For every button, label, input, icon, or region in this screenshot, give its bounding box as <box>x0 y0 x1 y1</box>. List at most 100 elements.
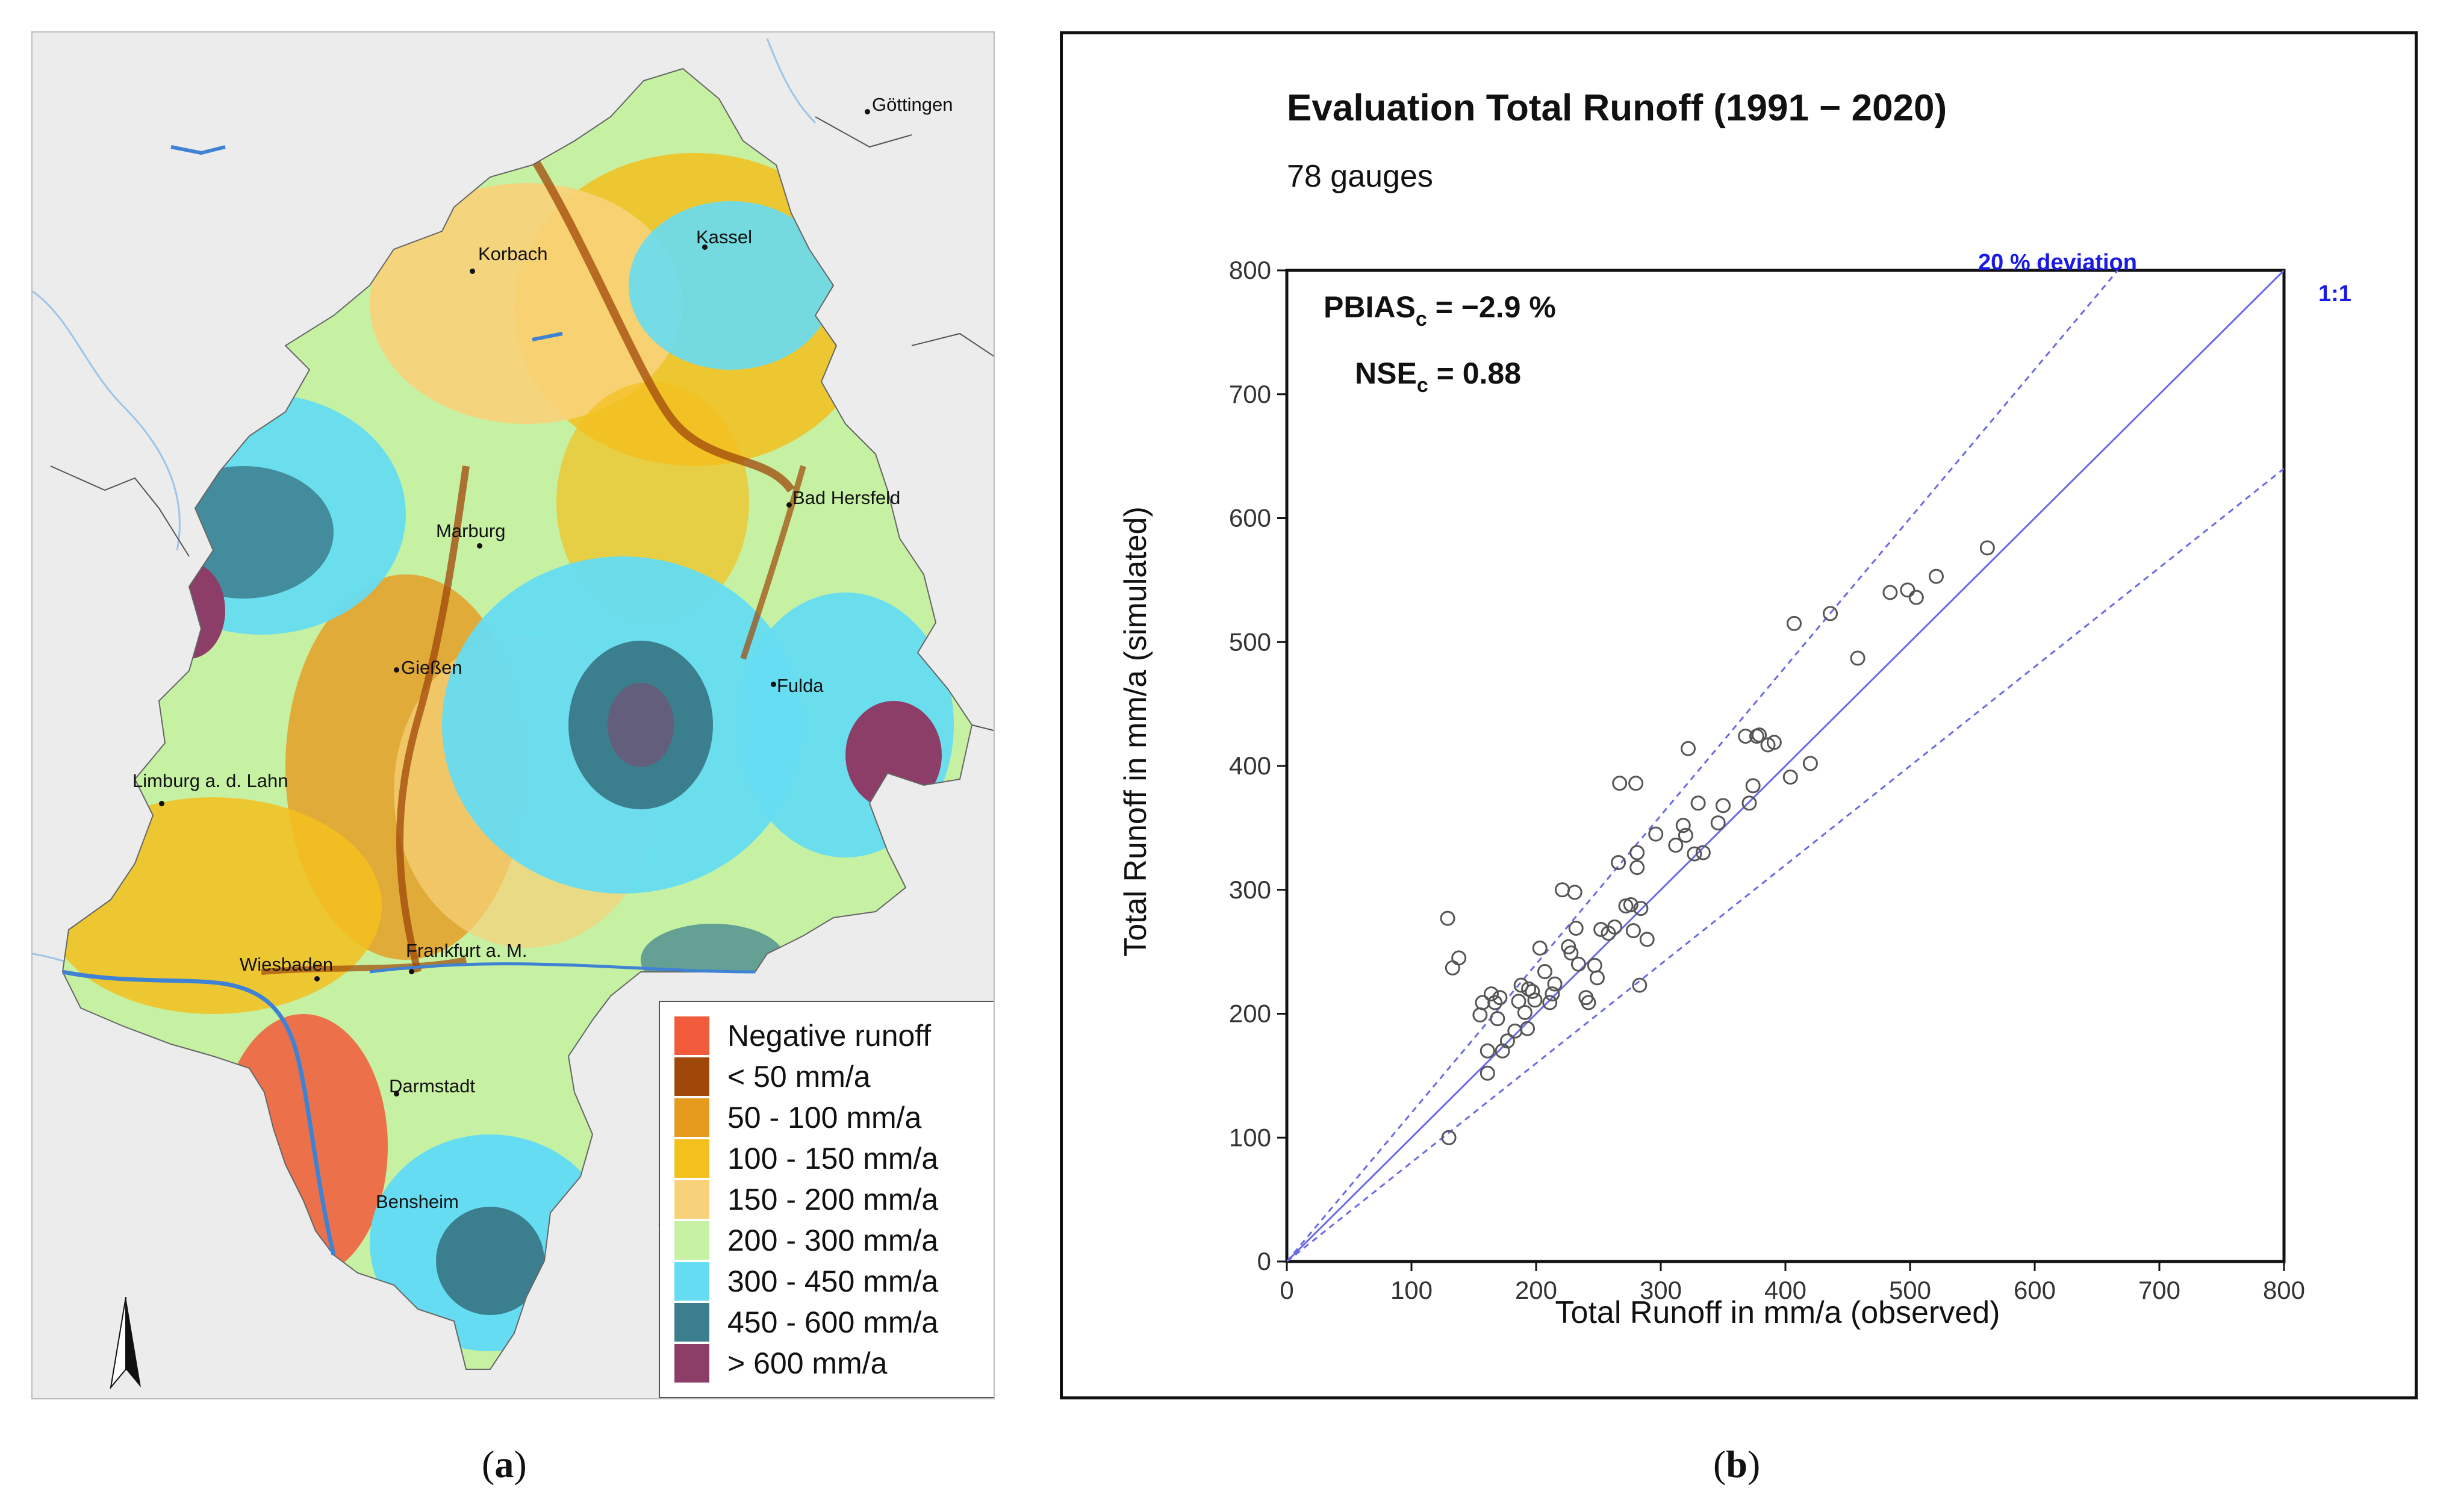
nse-label: NSE <box>1355 356 1417 390</box>
legend-item: 300 - 450 mm/a <box>674 1262 938 1301</box>
legend-label: 450 - 600 mm/a <box>727 1305 939 1339</box>
data-point <box>1568 921 1584 936</box>
x-tick-label: 100 <box>1390 1276 1433 1304</box>
data-point <box>1928 568 1944 584</box>
legend-label: 200 - 300 mm/a <box>727 1224 939 1257</box>
caption-b-letter: b <box>1726 1443 1747 1486</box>
data-point <box>1587 957 1602 973</box>
scatter-chart-panel: Evaluation Total Runoff (1991 − 2020) 78… <box>1060 31 2418 1399</box>
data-point <box>1451 950 1467 966</box>
data-point <box>1900 582 1915 598</box>
data-point <box>1648 826 1664 842</box>
north-arrow-icon <box>110 1297 141 1390</box>
data-point <box>1752 727 1767 743</box>
data-point <box>1823 606 1838 621</box>
data-point <box>1612 776 1628 791</box>
runoff-map: Göttingen Korbach Kassel Marburg Bad Her… <box>31 31 995 1399</box>
data-point <box>1441 1130 1457 1145</box>
x-tick-label: 600 <box>2014 1276 2056 1304</box>
data-point <box>1542 995 1558 1010</box>
y-tick-label: 800 <box>1229 256 1271 284</box>
caption-a-letter: a <box>494 1443 514 1486</box>
data-point <box>1695 845 1711 860</box>
data-point <box>1632 977 1648 993</box>
data-point <box>1908 590 1924 605</box>
y-tick-label: 700 <box>1229 380 1271 408</box>
data-point <box>1445 960 1460 975</box>
y-tick-label: 600 <box>1229 504 1271 532</box>
city-dot <box>786 502 792 508</box>
caption-a: (a) <box>482 1443 527 1486</box>
map-legend: Negative runoff < 50 mm/a 50 - 100 mm/a … <box>659 1001 994 1398</box>
city-dot <box>409 969 414 974</box>
data-point <box>1668 838 1684 853</box>
data-point <box>1480 1065 1495 1081</box>
chart-title: Evaluation Total Runoff (1991 − 2020) <box>1287 87 1947 129</box>
data-point <box>1716 798 1731 814</box>
deviation-line <box>1287 270 2119 1262</box>
data-point <box>1678 827 1693 843</box>
data-point <box>1629 845 1645 860</box>
city-dot <box>702 244 708 250</box>
y-tick-label: 400 <box>1229 751 1271 780</box>
city-label-giessen: Gießen <box>401 657 462 678</box>
legend-item: 150 - 200 mm/a <box>674 1180 938 1219</box>
city-label-darmstadt: Darmstadt <box>389 1075 475 1097</box>
city-label-frankfurt: Frankfurt a. M. <box>406 940 527 961</box>
data-point <box>1611 854 1626 870</box>
city-label-bensheim: Bensheim <box>376 1191 459 1212</box>
y-tick-label: 200 <box>1229 1000 1271 1028</box>
nse-annotation: NSEc = 0.88 <box>1355 356 1521 397</box>
data-point <box>1628 776 1644 791</box>
data-point <box>1545 986 1560 1002</box>
identity-label: 1:1 <box>2318 281 2351 306</box>
legend-swatch <box>674 1262 709 1301</box>
data-point <box>1607 919 1622 935</box>
city-dot <box>159 801 164 806</box>
data-point <box>1520 1021 1536 1036</box>
deviation-label: 20 % deviation <box>1978 250 2137 275</box>
data-point <box>1741 795 1757 811</box>
x-tick-label: 300 <box>1640 1276 1682 1304</box>
city-label-goettingen: Göttingen <box>872 94 953 115</box>
data-point <box>1850 650 1866 666</box>
y-tick-label: 300 <box>1229 876 1271 904</box>
data-point <box>1527 992 1543 1008</box>
data-point <box>1979 540 1995 556</box>
legend-swatch <box>674 1098 709 1137</box>
data-point <box>1472 1007 1488 1023</box>
data-point <box>1567 885 1582 900</box>
data-point <box>1681 741 1696 756</box>
legend-label: 150 - 200 mm/a <box>727 1183 939 1216</box>
data-point <box>1745 778 1761 794</box>
legend-swatch <box>674 1303 709 1342</box>
data-point <box>1490 1011 1505 1027</box>
data-point <box>1623 897 1638 912</box>
legend-item: > 600 mm/a <box>674 1344 887 1383</box>
data-point <box>1532 940 1548 956</box>
identity-line <box>1287 270 2284 1262</box>
city-label-bad-hersfeld: Bad Hersfeld <box>792 487 901 508</box>
chart-subtitle: 78 gauges <box>1287 159 1433 194</box>
data-point <box>1511 994 1526 1009</box>
pbias-subscript: c <box>1416 308 1427 331</box>
data-point <box>1639 932 1655 947</box>
nse-subscript: c <box>1417 374 1428 397</box>
data-point <box>1547 976 1563 992</box>
reference-lines <box>1287 270 2284 1262</box>
city-label-wiesbaden: Wiesbaden <box>240 954 334 975</box>
city-label-fulda: Fulda <box>777 675 824 696</box>
city-dot <box>771 682 776 687</box>
legend-label: 300 - 450 mm/a <box>727 1265 939 1298</box>
data-point <box>1690 795 1706 811</box>
data-point <box>1563 945 1579 961</box>
y-tick-label: 500 <box>1229 627 1271 656</box>
city-dot <box>314 976 320 982</box>
data-point <box>1786 615 1802 631</box>
pbias-value: = −2.9 % <box>1427 290 1556 324</box>
y-axis-label: Total Runoff in mm/a (simulated) <box>1118 506 1153 957</box>
data-point <box>1483 986 1499 1002</box>
data-point <box>1513 977 1529 993</box>
legend-label: 50 - 100 mm/a <box>727 1101 922 1134</box>
city-dot <box>394 1091 399 1097</box>
